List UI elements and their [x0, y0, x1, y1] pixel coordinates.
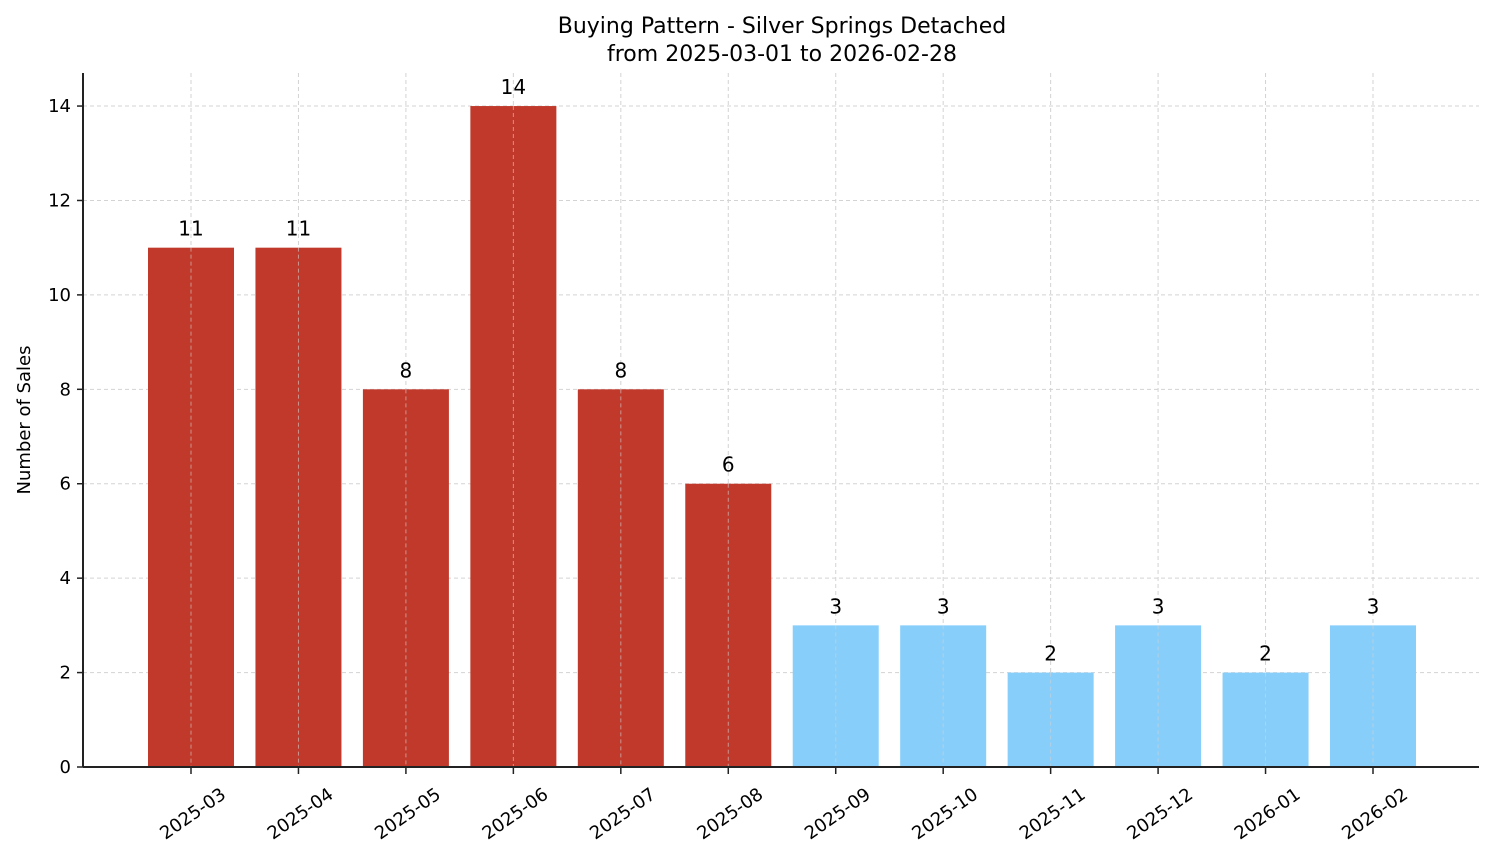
x-tick-label: 2025-09 — [801, 784, 875, 844]
y-tick-label: 4 — [60, 568, 71, 589]
bar-value-label: 3 — [1367, 594, 1380, 618]
x-tick-label: 2025-05 — [371, 784, 445, 844]
bar-value-label: 2 — [1259, 642, 1272, 666]
bar-value-label: 8 — [614, 358, 627, 382]
x-tick-label: 2025-07 — [586, 784, 660, 844]
y-axis: 0 2 4 6 8 10 12 14 — [48, 73, 84, 778]
bar-value-label: 2 — [1044, 642, 1057, 666]
y-tick-label: 0 — [60, 757, 71, 778]
bar-value-label: 11 — [286, 217, 311, 241]
x-tick-label: 2026-01 — [1231, 784, 1305, 844]
x-tick-label: 2025-08 — [693, 784, 767, 844]
bar-value-label: 3 — [829, 594, 842, 618]
x-tick-label: 2025-04 — [264, 784, 338, 844]
y-tick-label: 10 — [48, 285, 71, 306]
bar-value-label: 8 — [400, 358, 413, 382]
bar-value-label: 3 — [1152, 594, 1165, 618]
x-tick-label: 2025-10 — [908, 784, 982, 844]
x-tick-label: 2025-03 — [156, 784, 230, 844]
bar-2025-07 — [577, 389, 664, 767]
x-tick-label: 2026-02 — [1338, 784, 1412, 844]
chart-subtitle: from 2025-03-01 to 2026-02-28 — [607, 42, 957, 67]
bars: 11 11 8 14 8 6 3 3 2 3 2 3 — [148, 75, 1416, 768]
y-tick-label: 12 — [48, 190, 71, 211]
x-axis: 2025-03 2025-04 2025-05 2025-06 2025-07 2025-… — [83, 766, 1479, 844]
bar-value-label: 6 — [722, 453, 735, 477]
chart-title: Buying Pattern - Silver Springs Detached — [558, 14, 1007, 39]
bar-2025-05 — [362, 389, 449, 767]
x-tick-label: 2025-12 — [1123, 784, 1197, 844]
x-tick-label: 2025-06 — [479, 784, 553, 844]
bar-value-label: 3 — [937, 594, 950, 618]
y-axis-label: Number of Sales — [14, 345, 35, 494]
bar-value-label: 11 — [178, 217, 203, 241]
y-tick-label: 14 — [48, 96, 71, 117]
y-tick-label: 6 — [60, 474, 71, 495]
x-tick-label: 2025-11 — [1016, 784, 1090, 844]
y-tick-label: 8 — [60, 379, 71, 400]
y-tick-label: 2 — [60, 663, 71, 684]
bar-value-label: 14 — [501, 75, 526, 99]
